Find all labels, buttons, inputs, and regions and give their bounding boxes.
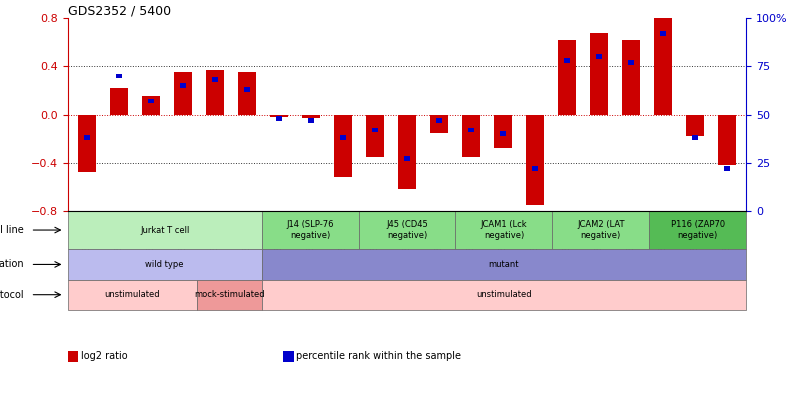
Bar xyxy=(366,115,384,157)
Bar xyxy=(468,128,474,132)
Bar xyxy=(456,211,552,249)
Bar xyxy=(654,16,672,115)
Bar xyxy=(68,211,262,249)
Bar xyxy=(142,96,160,115)
Bar xyxy=(718,115,736,165)
Bar xyxy=(358,211,456,249)
Text: J14 (SLP-76
negative): J14 (SLP-76 negative) xyxy=(286,220,334,240)
Bar xyxy=(404,156,410,161)
Text: mock-stimulated: mock-stimulated xyxy=(194,290,265,299)
Bar xyxy=(334,115,352,177)
Text: P116 (ZAP70
negative): P116 (ZAP70 negative) xyxy=(670,220,725,240)
Text: JCAM2 (LAT
negative): JCAM2 (LAT negative) xyxy=(577,220,625,240)
Text: GDS2352 / 5400: GDS2352 / 5400 xyxy=(68,4,171,17)
Text: unstimulated: unstimulated xyxy=(105,290,160,299)
Bar xyxy=(628,60,634,65)
Bar xyxy=(462,115,480,157)
Bar xyxy=(84,135,90,140)
Bar xyxy=(430,115,448,132)
Bar xyxy=(197,279,262,310)
Text: cell line: cell line xyxy=(0,225,24,235)
Bar xyxy=(436,118,442,123)
Bar xyxy=(552,211,650,249)
Bar xyxy=(174,72,192,115)
Text: Jurkat T cell: Jurkat T cell xyxy=(140,226,189,234)
Bar xyxy=(262,279,746,310)
Bar xyxy=(308,118,314,123)
Bar xyxy=(262,249,746,279)
Bar xyxy=(302,115,320,118)
Bar xyxy=(148,99,154,103)
Bar xyxy=(724,166,730,171)
Text: wild type: wild type xyxy=(145,260,184,269)
Bar xyxy=(500,131,506,136)
Bar xyxy=(68,249,262,279)
Bar xyxy=(596,54,602,59)
Bar xyxy=(692,135,697,140)
Bar xyxy=(340,135,346,140)
Bar xyxy=(686,115,704,136)
Bar xyxy=(622,40,640,115)
Text: genotype/variation: genotype/variation xyxy=(0,260,24,269)
Bar xyxy=(494,115,512,148)
Bar xyxy=(558,40,575,115)
Bar xyxy=(78,115,96,172)
Text: log2 ratio: log2 ratio xyxy=(81,352,127,361)
Bar xyxy=(239,72,256,115)
Bar xyxy=(660,31,666,36)
Bar xyxy=(68,279,197,310)
Text: J45 (CD45
negative): J45 (CD45 negative) xyxy=(386,220,428,240)
Bar xyxy=(591,33,608,115)
Bar xyxy=(117,74,122,79)
Text: JCAM1 (Lck
negative): JCAM1 (Lck negative) xyxy=(480,220,527,240)
Bar xyxy=(398,115,416,189)
Bar xyxy=(372,128,378,132)
Bar xyxy=(212,77,218,82)
Bar xyxy=(564,58,570,63)
Bar xyxy=(180,83,186,88)
Bar xyxy=(244,87,250,92)
Text: percentile rank within the sample: percentile rank within the sample xyxy=(296,352,461,361)
Bar xyxy=(110,88,128,115)
Bar xyxy=(271,115,288,117)
Text: protocol: protocol xyxy=(0,290,24,300)
Text: mutant: mutant xyxy=(488,260,519,269)
Bar xyxy=(262,211,358,249)
Bar xyxy=(206,70,223,115)
Text: unstimulated: unstimulated xyxy=(476,290,531,299)
Bar xyxy=(650,211,746,249)
Bar xyxy=(532,166,538,171)
Bar xyxy=(526,115,543,205)
Bar xyxy=(276,116,282,121)
